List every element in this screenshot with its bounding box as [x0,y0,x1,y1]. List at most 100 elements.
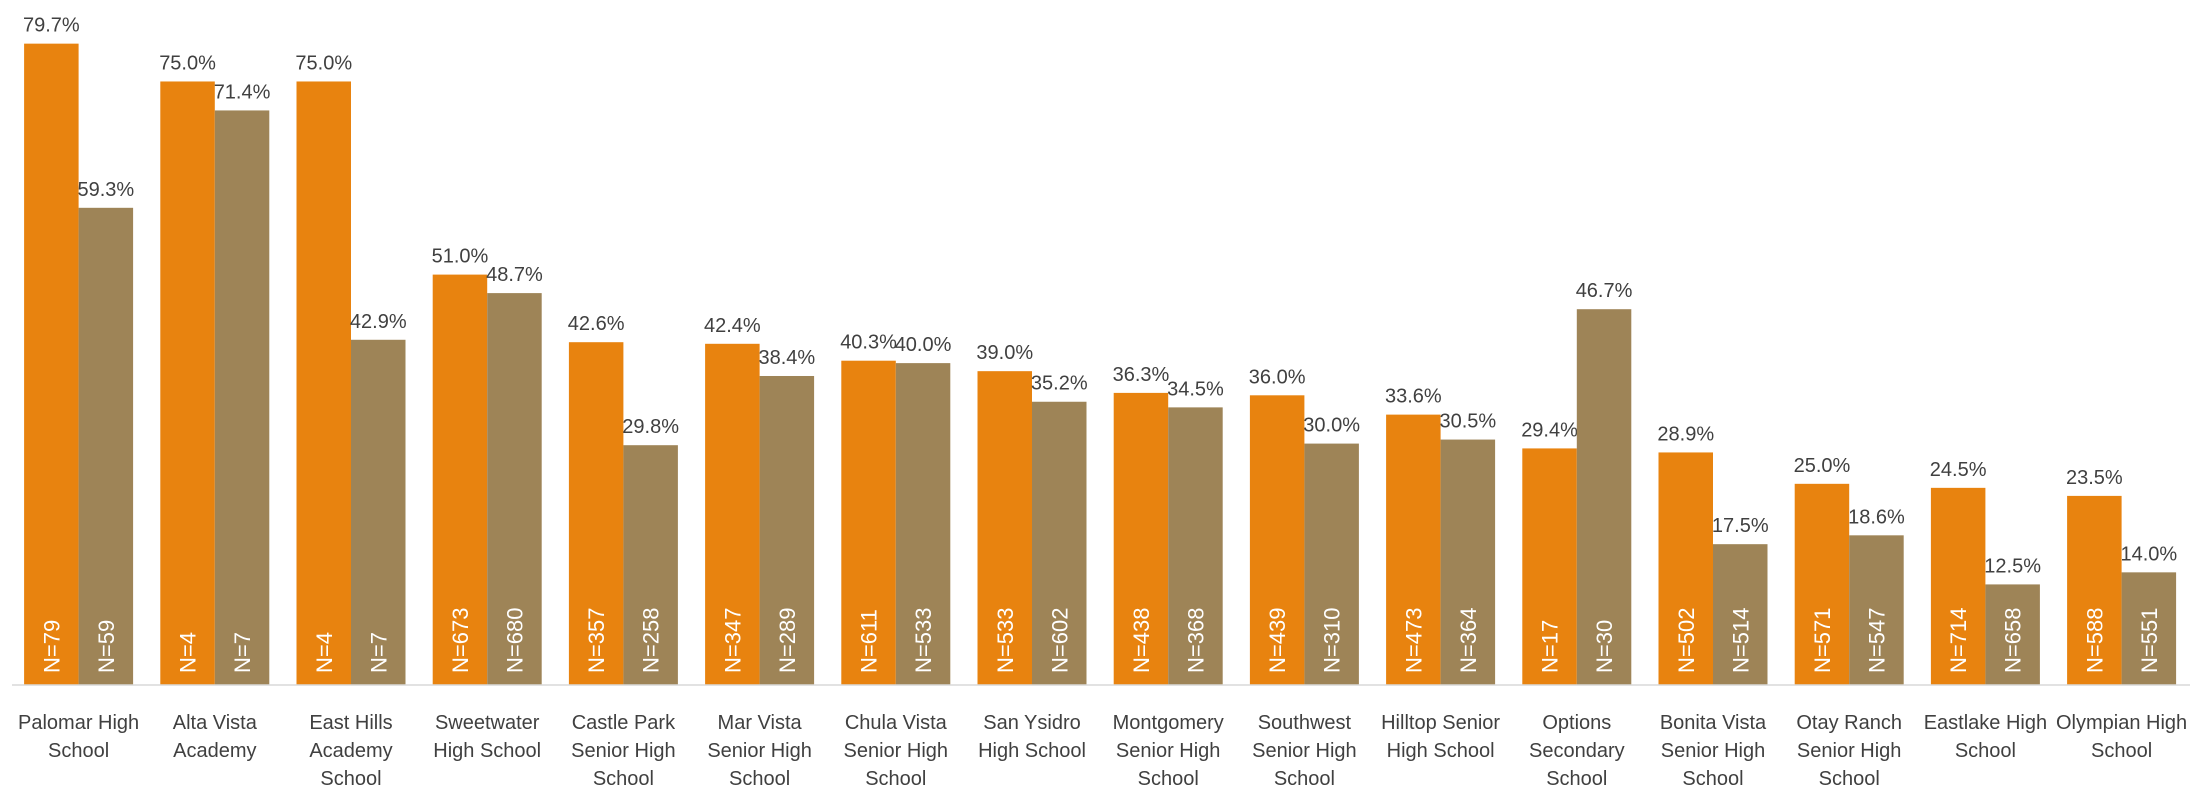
n-label: N=30 [1592,620,1617,673]
data-label: 23.5% [2066,467,2123,489]
data-label: 40.0% [895,334,952,356]
data-label: 51.0% [432,246,489,268]
n-label: N=258 [639,608,664,673]
data-label: 42.4% [704,315,761,337]
bar [705,343,760,685]
n-label: N=17 [1538,620,1563,673]
x-tick-label: San Ysidro High School [978,712,1086,762]
x-tick-label: Mar Vista Senior High School [707,712,812,786]
x-tick-label: Palomar High School [18,712,140,762]
x-tick-label: Chula Vista Senior High School [843,712,949,786]
data-label: 48.7% [486,264,543,286]
bar [24,43,79,685]
x-tick-label: Castle Park Senior High School [571,712,676,786]
data-label: 36.0% [1249,366,1306,388]
bar [1440,439,1496,685]
n-label: N=611 [857,609,882,673]
n-label: N=680 [502,608,527,673]
data-label: 59.3% [77,179,134,201]
n-label: N=289 [775,608,800,673]
bar [351,339,406,685]
bar [1713,544,1768,685]
x-tick-label: East Hills Academy School [309,712,393,786]
bar [1849,535,1904,685]
data-label: 30.5% [1439,411,1496,433]
data-label: 30.0% [1303,415,1360,437]
data-label: 36.3% [1113,364,1170,386]
bar [841,360,896,685]
n-label: N=473 [1401,608,1426,673]
n-label: N=533 [911,608,936,673]
n-label: N=438 [1129,608,1154,673]
n-label: N=571 [1810,608,1835,673]
bar [1113,392,1169,685]
bar [568,342,624,685]
data-label: 24.5% [1930,459,1987,481]
data-label: 71.4% [214,81,271,103]
x-tick-label: Eastlake High School [1923,712,2048,762]
x-tick-label: Southwest Senior High School [1252,712,1357,786]
data-label: 34.5% [1167,378,1224,400]
data-label: 79.7% [23,15,80,37]
bar [2067,495,2122,685]
data-label: 42.6% [568,313,625,335]
x-tick-label: Otay Ranch Senior High School [1796,712,1902,786]
bar [1249,395,1305,685]
bar [2121,572,2177,685]
bar [160,81,215,686]
x-tick-label: Olympian High School [2056,712,2188,762]
n-label: N=7 [366,632,391,673]
bar [1032,401,1087,685]
n-label: N=673 [448,608,473,673]
data-label: 25.0% [1794,455,1851,477]
bar [214,110,270,685]
n-label: N=533 [993,608,1018,673]
bar [487,293,542,685]
n-label: N=439 [1265,608,1290,673]
n-label: N=59 [94,620,119,673]
bar [1794,483,1850,685]
data-label: 28.9% [1657,423,1714,445]
data-label: 33.6% [1385,386,1442,408]
n-label: N=547 [1864,608,1889,673]
n-label: N=658 [2001,608,2026,673]
data-label: 75.0% [295,52,352,74]
n-label: N=4 [176,632,201,673]
data-label: 12.5% [1984,555,2041,577]
data-label: 75.0% [159,52,216,74]
bar [623,445,678,685]
x-tick-label: Alta Vista Academy [172,712,257,762]
bar [759,375,815,685]
n-label: N=551 [2137,608,2162,673]
bar [1930,487,1986,685]
data-label: 29.8% [622,416,679,438]
data-label: 38.4% [758,347,815,369]
bar [1386,414,1441,685]
n-label: N=602 [1047,608,1072,673]
bar [296,81,351,686]
n-label: N=588 [2082,608,2107,673]
n-label: N=4 [312,632,337,673]
data-label: 40.3% [840,332,897,354]
bar [1168,407,1223,685]
n-label: N=7 [230,632,255,673]
n-label: N=357 [584,608,609,673]
x-tick-label: Options Secondary School [1528,712,1625,786]
data-label: 46.7% [1576,280,1633,302]
bar [1985,584,2040,685]
n-label: N=347 [720,608,745,673]
data-label: 39.0% [976,342,1033,364]
bar [895,363,951,685]
n-label: N=79 [39,620,64,673]
n-label: N=368 [1183,608,1208,673]
bar [1576,309,1632,685]
n-label: N=502 [1674,608,1699,673]
data-label: 14.0% [2120,543,2177,565]
data-label: 29.4% [1521,419,1578,441]
data-label: 42.9% [350,311,407,333]
data-label: 17.5% [1712,515,1769,537]
x-tick-label: Sweetwater High School [433,712,542,762]
bar [1304,443,1359,685]
n-label: N=714 [1946,608,1971,673]
